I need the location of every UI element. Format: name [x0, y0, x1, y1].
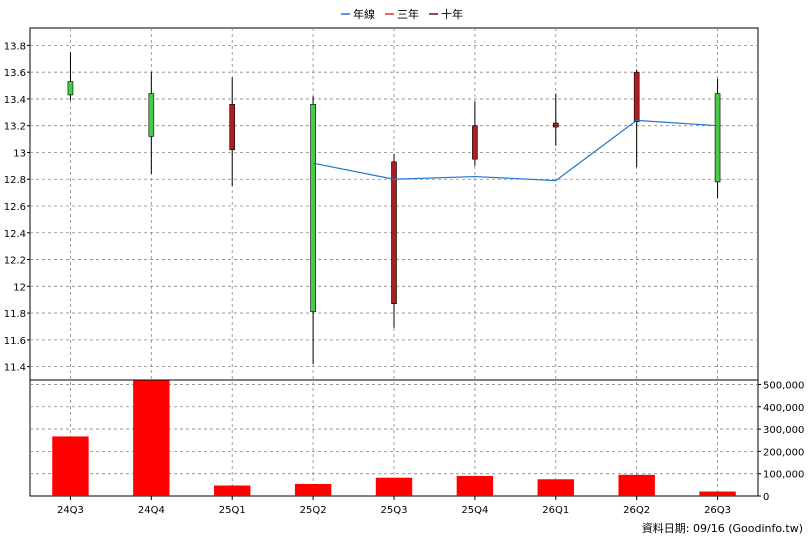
price-tick-label: 12.6	[4, 202, 26, 213]
volume-tick-label: 100,000	[763, 470, 804, 481]
price-tick-label: 11.8	[4, 309, 26, 320]
candle-body-24q3	[67, 81, 74, 96]
volume-tick-label: 400,000	[763, 403, 804, 414]
volume-bar-24q4	[133, 380, 170, 496]
candle-body-25q2	[310, 103, 316, 313]
candle-body-25q1	[229, 103, 236, 151]
price-axis: 11.4 11.6 11.8 12 12.2 12.4 12.6 12.8 13 13.2 13.4…	[4, 41, 30, 374]
price-tick-label: 13.2	[4, 122, 26, 133]
price-tick-label: 13.4	[4, 95, 26, 106]
price-tick-label: 11.6	[4, 336, 26, 347]
x-tick-label-26q2: 26Q2	[623, 505, 650, 516]
price-tick-label: 12	[13, 282, 26, 293]
legend: 年線 三年 十年	[341, 7, 463, 21]
volume-bar-25q3	[375, 477, 413, 496]
x-tick-label-25q3: 25Q3	[381, 505, 408, 516]
candle-layer	[67, 52, 721, 364]
volume-bar-26q3	[699, 491, 736, 496]
volume-bar-26q1	[537, 479, 574, 496]
candle-body-25q4	[472, 125, 478, 160]
volume-axis: 0 100,000 200,000 300,000 400,000 500,000	[758, 380, 804, 503]
price-tick-label: 12.8	[4, 175, 26, 186]
price-tick-label: 13.8	[4, 41, 26, 52]
x-tick-label-24q4: 24Q4	[138, 505, 165, 516]
legend-label-ten-year: 十年	[441, 7, 463, 21]
footer-data-date: 資料日期: 09/16 (Goodinfo.tw)	[642, 521, 803, 535]
x-tick-label-26q1: 26Q1	[542, 505, 569, 516]
line-layer	[312, 119, 718, 182]
volume-bar-25q2	[294, 483, 332, 496]
price-tick-label: 12.4	[4, 229, 26, 240]
volume-tick-label: 0	[763, 492, 769, 503]
candle-body-26q3	[714, 93, 721, 183]
candle-body-24q4	[148, 93, 155, 137]
candle-body-26q1	[552, 122, 559, 128]
x-tick-label-25q1: 25Q1	[219, 505, 246, 516]
price-tick-label: 11.4	[4, 363, 26, 374]
legend-label-three-year: 三年	[397, 7, 419, 21]
volume-bar-25q1	[214, 485, 251, 496]
x-axis: 24Q3 24Q4 25Q1 25Q2 25Q3 25Q4 26Q1 26Q2 26Q3	[57, 496, 731, 516]
price-tick-label: 13.6	[4, 68, 26, 79]
x-tick-label-25q4: 25Q4	[461, 505, 488, 516]
series-line-annual	[312, 119, 718, 182]
volume-tick-label: 200,000	[763, 447, 804, 458]
x-tick-label-24q3: 24Q3	[57, 505, 84, 516]
candle-body-26q2	[633, 71, 640, 122]
legend-label-annual: 年線	[353, 7, 375, 21]
x-tick-label-26q3: 26Q3	[704, 505, 731, 516]
volume-tick-label: 500,000	[763, 380, 804, 391]
price-tick-label: 13	[13, 148, 26, 159]
candle-body-25q3	[391, 161, 397, 305]
volume-bar-26q2	[618, 474, 655, 496]
price-tick-label: 12.2	[4, 256, 26, 267]
x-tick-label-25q2: 25Q2	[300, 505, 327, 516]
volume-bar-25q4	[456, 475, 494, 496]
volume-layer	[52, 380, 736, 496]
volume-bar-24q3	[52, 436, 89, 496]
volume-tick-label: 300,000	[763, 425, 804, 436]
